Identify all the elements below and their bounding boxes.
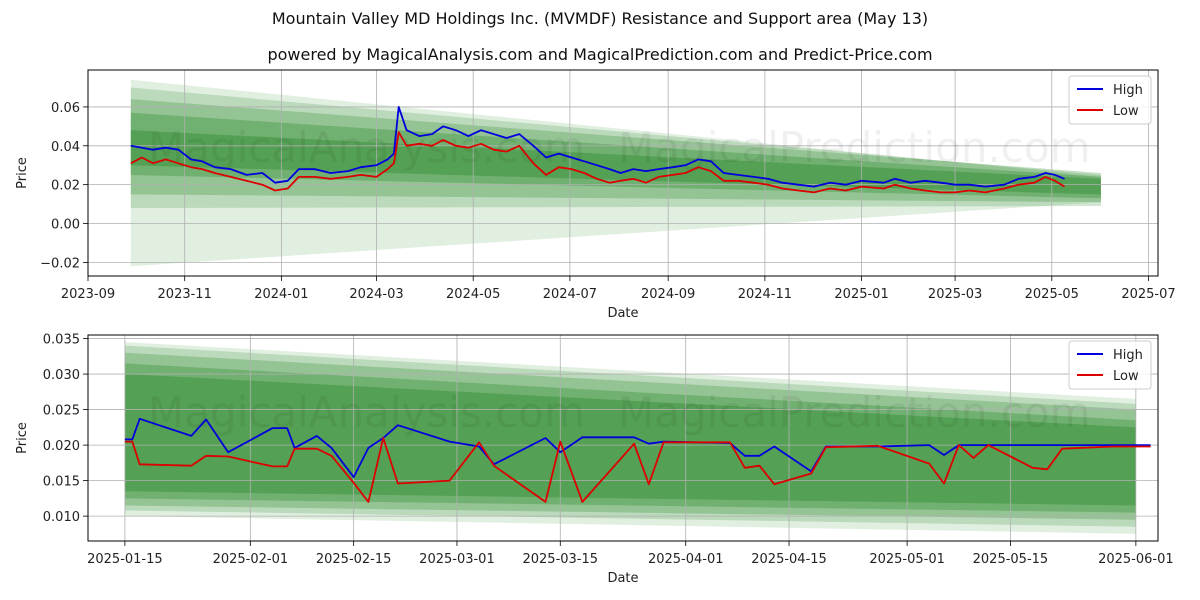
legend-label: High <box>1113 348 1143 363</box>
watermark-text: MagicalPrediction.com <box>618 388 1091 437</box>
x-tick-label: 2025-05-01 <box>869 552 945 567</box>
x-axis-label: Date <box>607 571 638 586</box>
chart-panel-1: 2023-09 2023-11 2024-01 2024-03 2024-05 2024-… <box>15 69 1176 321</box>
x-tick-label: 2025-02-15 <box>316 552 392 567</box>
y-tick-label: 0.06 <box>51 101 80 116</box>
series-line-low <box>130 131 1065 194</box>
y-tick-label: 0.010 <box>43 510 80 525</box>
watermark-text: MagicalAnalysis.com <box>148 388 585 437</box>
chart-title: Mountain Valley MD Holdings Inc. (MVMDF)… <box>271 9 929 28</box>
x-tick-label: 2024-01 <box>254 287 308 302</box>
legend-label: Low <box>1113 369 1139 384</box>
plot-frame <box>87 69 1159 277</box>
x-tick-label: 2025-02-01 <box>213 552 289 567</box>
series-line-low <box>124 437 1151 503</box>
chart-panel-2: 2025-01-15 2025-02-01 2025-02-15 2025-03-01… <box>15 333 1174 586</box>
chart-subtitle: powered by MagicalAnalysis.com and Magic… <box>267 45 933 64</box>
y-tick-label: 0.02 <box>51 179 80 194</box>
legend-label: High <box>1113 83 1143 98</box>
y-axis-label: Price <box>15 422 30 454</box>
y-tick-label: −0.02 <box>40 256 80 271</box>
x-tick-label: 2025-04-01 <box>648 552 724 567</box>
x-tick-label: 2025-06-01 <box>1098 552 1174 567</box>
support-resistance-band <box>124 374 1136 506</box>
x-tick-label: 2024-05 <box>446 287 500 302</box>
x-tick-label: 2024-07 <box>543 287 597 302</box>
x-tick-label: 2025-05-15 <box>973 552 1049 567</box>
y-tick-label: 0.035 <box>43 333 80 348</box>
y-tick-label: 0.00 <box>51 218 80 233</box>
legend-label: Low <box>1113 104 1139 119</box>
support-resistance-band <box>130 79 1101 267</box>
watermark-text: MagicalPrediction.com <box>618 123 1091 172</box>
y-tick-label: 0.025 <box>43 404 80 419</box>
x-tick-label: 2023-11 <box>158 287 212 302</box>
x-tick-label: 2025-03-01 <box>419 552 495 567</box>
y-tick-label: 0.030 <box>43 368 80 383</box>
x-axis-label: Date <box>607 306 638 321</box>
x-tick-label: 2025-03-15 <box>522 552 598 567</box>
series-line-high <box>130 106 1065 188</box>
x-tick-label: 2025-01 <box>834 287 888 302</box>
x-tick-label: 2025-04-15 <box>751 552 827 567</box>
x-tick-label: 2025-01-15 <box>87 552 163 567</box>
x-tick-label: 2025-05 <box>1025 287 1079 302</box>
y-tick-label: 0.015 <box>43 475 80 490</box>
y-axis-label: Price <box>15 157 30 189</box>
watermark-text: MagicalAnalysis.com <box>148 123 585 172</box>
series-line-high <box>124 417 1151 478</box>
x-tick-label: 2024-11 <box>738 287 792 302</box>
support-resistance-band <box>124 352 1136 520</box>
y-tick-label: 0.020 <box>43 439 80 454</box>
support-resistance-band <box>130 87 1101 208</box>
support-resistance-band <box>130 130 1101 195</box>
x-tick-label: 2024-09 <box>641 287 695 302</box>
support-resistance-band <box>124 345 1136 527</box>
x-tick-label: 2023-09 <box>61 287 115 302</box>
x-tick-label: 2024-03 <box>349 287 403 302</box>
y-tick-label: 0.04 <box>51 140 80 155</box>
x-tick-label: 2025-07 <box>1121 287 1175 302</box>
x-tick-label: 2025-03 <box>928 287 982 302</box>
plot-frame <box>87 334 1159 542</box>
